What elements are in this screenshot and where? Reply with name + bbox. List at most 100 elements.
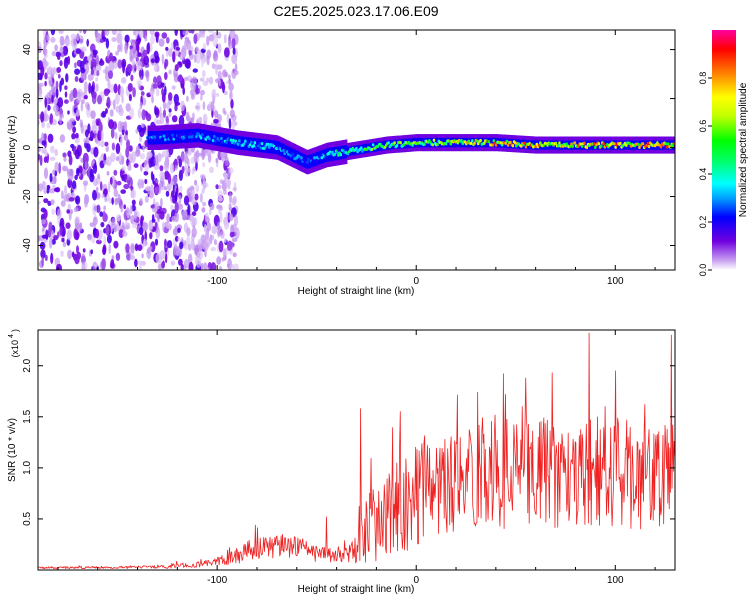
spectrogram-noise-blob <box>64 85 68 90</box>
spectrogram-ridge-point <box>208 137 212 141</box>
spectrogram-noise-blob <box>103 205 106 211</box>
spectrogram-noise-blob <box>43 113 49 122</box>
spectrogram-noise-blob <box>231 122 236 131</box>
spectrogram-noise-blob <box>81 253 86 265</box>
spectrogram-noise-blob <box>142 97 147 106</box>
spectrogram-noise-blob <box>223 189 227 196</box>
x-tick-label: -100 <box>207 276 227 287</box>
spectrogram-noise-blob <box>92 189 97 201</box>
spectrogram-band <box>312 153 314 167</box>
spectrogram-noise-blob <box>149 89 155 96</box>
spectrogram-noise-blob <box>99 181 103 191</box>
spectrogram-noise-blob <box>177 236 181 242</box>
spectrogram-noise-blob <box>53 66 56 75</box>
spectrogram-band <box>665 140 668 150</box>
spectrogram-noise-blob <box>41 140 47 146</box>
spectrogram-noise-blob <box>40 249 46 259</box>
spectrogram-noise-blob <box>54 149 58 157</box>
spectrogram-noise-blob <box>123 134 128 142</box>
spectrogram-noise-blob <box>228 74 231 80</box>
spectrogram-band <box>161 130 164 145</box>
spectrogram-noise-blob <box>232 187 237 192</box>
spectrogram-ridge-point <box>436 142 440 147</box>
spectrogram-noise-blob <box>121 165 126 171</box>
spectrogram-band <box>423 137 425 148</box>
spectrogram-noise-blob <box>150 184 154 196</box>
spectrogram-band <box>475 137 478 148</box>
spectrogram-noise-blob <box>172 51 176 63</box>
colorbar-tick-label: 0.6 <box>698 120 708 133</box>
spectrogram-noise-blob <box>112 60 118 69</box>
spectrogram-noise-blob <box>60 77 65 86</box>
spectrogram-noise-blob <box>161 32 168 39</box>
spectrogram-ridge-point <box>599 144 603 148</box>
spectrogram-noise-blob <box>40 111 45 123</box>
spectrogram-noise-blob <box>183 243 190 251</box>
spectrogram-noise-blob <box>154 108 160 116</box>
spectrogram-noise-blob <box>179 241 184 250</box>
spectrogram-ridge-point <box>514 141 517 145</box>
spectrogram-noise-blob <box>137 108 141 119</box>
spectrogram-band <box>447 137 449 148</box>
spectrogram-noise-blob <box>216 93 219 97</box>
spectrogram-noise-blob <box>91 91 97 99</box>
spectrogram-noise-blob <box>104 141 109 147</box>
spectrogram-noise-blob <box>63 156 67 162</box>
spectrogram-noise-blob <box>208 76 214 85</box>
spectrogram-noise-blob <box>126 212 130 219</box>
spectrogram-noise-blob <box>150 34 155 45</box>
spectrogram-noise-blob <box>90 69 95 76</box>
spectrogram-band <box>271 140 274 154</box>
spectrogram-noise-blob <box>38 200 41 205</box>
spectrogram-band <box>370 142 373 153</box>
spectrogram-noise-blob <box>57 97 64 108</box>
spectrogram-noise-blob <box>190 156 195 165</box>
spectrogram-noise-blob <box>178 115 185 127</box>
spectrogram-noise-blob <box>223 237 227 243</box>
spectrogram-noise-blob <box>38 153 41 160</box>
spectrogram-ridge-point <box>213 134 216 139</box>
spectrogram-noise-blob <box>193 216 198 226</box>
spectrogram-noise-blob <box>220 150 225 162</box>
spectrogram-noise-blob <box>195 184 199 193</box>
spectrogram-noise-blob <box>90 58 97 69</box>
spectrogram-noise-blob <box>106 156 112 167</box>
spectrogram-noise-blob <box>186 95 189 102</box>
spectrogram-noise-blob <box>142 142 145 153</box>
spectrogram-noise-blob <box>168 112 172 118</box>
spectrogram-ridge-point <box>260 142 264 146</box>
spectrogram-noise-blob <box>229 30 236 40</box>
spectrogram-band <box>262 139 264 153</box>
spectrogram-noise-blob <box>131 204 136 212</box>
spectrogram-noise-blob <box>150 156 156 167</box>
spectrogram-noise-blob <box>141 109 146 121</box>
spectrogram-noise-blob <box>93 163 98 174</box>
spectrogram-noise-blob <box>119 86 125 98</box>
spectrogram-noise-blob <box>89 222 95 227</box>
spectrogram-noise-blob <box>115 93 120 105</box>
spectrogram-noise-blob <box>79 119 83 128</box>
spectrogram-noise-blob <box>56 263 62 270</box>
snr-series-line <box>38 332 675 570</box>
spectrogram-ridge-point <box>285 150 289 154</box>
spectrogram-noise-blob <box>230 98 234 109</box>
spectrogram-ridge-point <box>556 144 560 148</box>
spectrogram-ridge-point <box>659 145 663 149</box>
spectrogram-noise-blob <box>104 195 108 203</box>
spectrogram-noise-blob <box>74 62 77 69</box>
spectrogram-ridge-point <box>248 143 252 147</box>
spectrogram-noise-blob <box>165 46 169 51</box>
spectrogram-noise-blob <box>143 55 150 66</box>
spectrogram-noise-blob <box>154 186 160 194</box>
spectrogram-noise-blob <box>44 181 48 193</box>
spectrogram-ridge-point <box>264 145 268 149</box>
spectrogram-noise-blob <box>105 38 110 49</box>
spectrogram-noise-blob <box>185 59 191 69</box>
spectrogram-ridge-point <box>423 142 426 146</box>
spectrogram-noise-blob <box>156 119 162 125</box>
spectrogram-band <box>643 140 645 150</box>
spectrogram-noise-blob <box>74 68 81 75</box>
spectrogram-noise-blob <box>55 80 59 90</box>
spectrogram-noise-blob <box>134 243 139 252</box>
